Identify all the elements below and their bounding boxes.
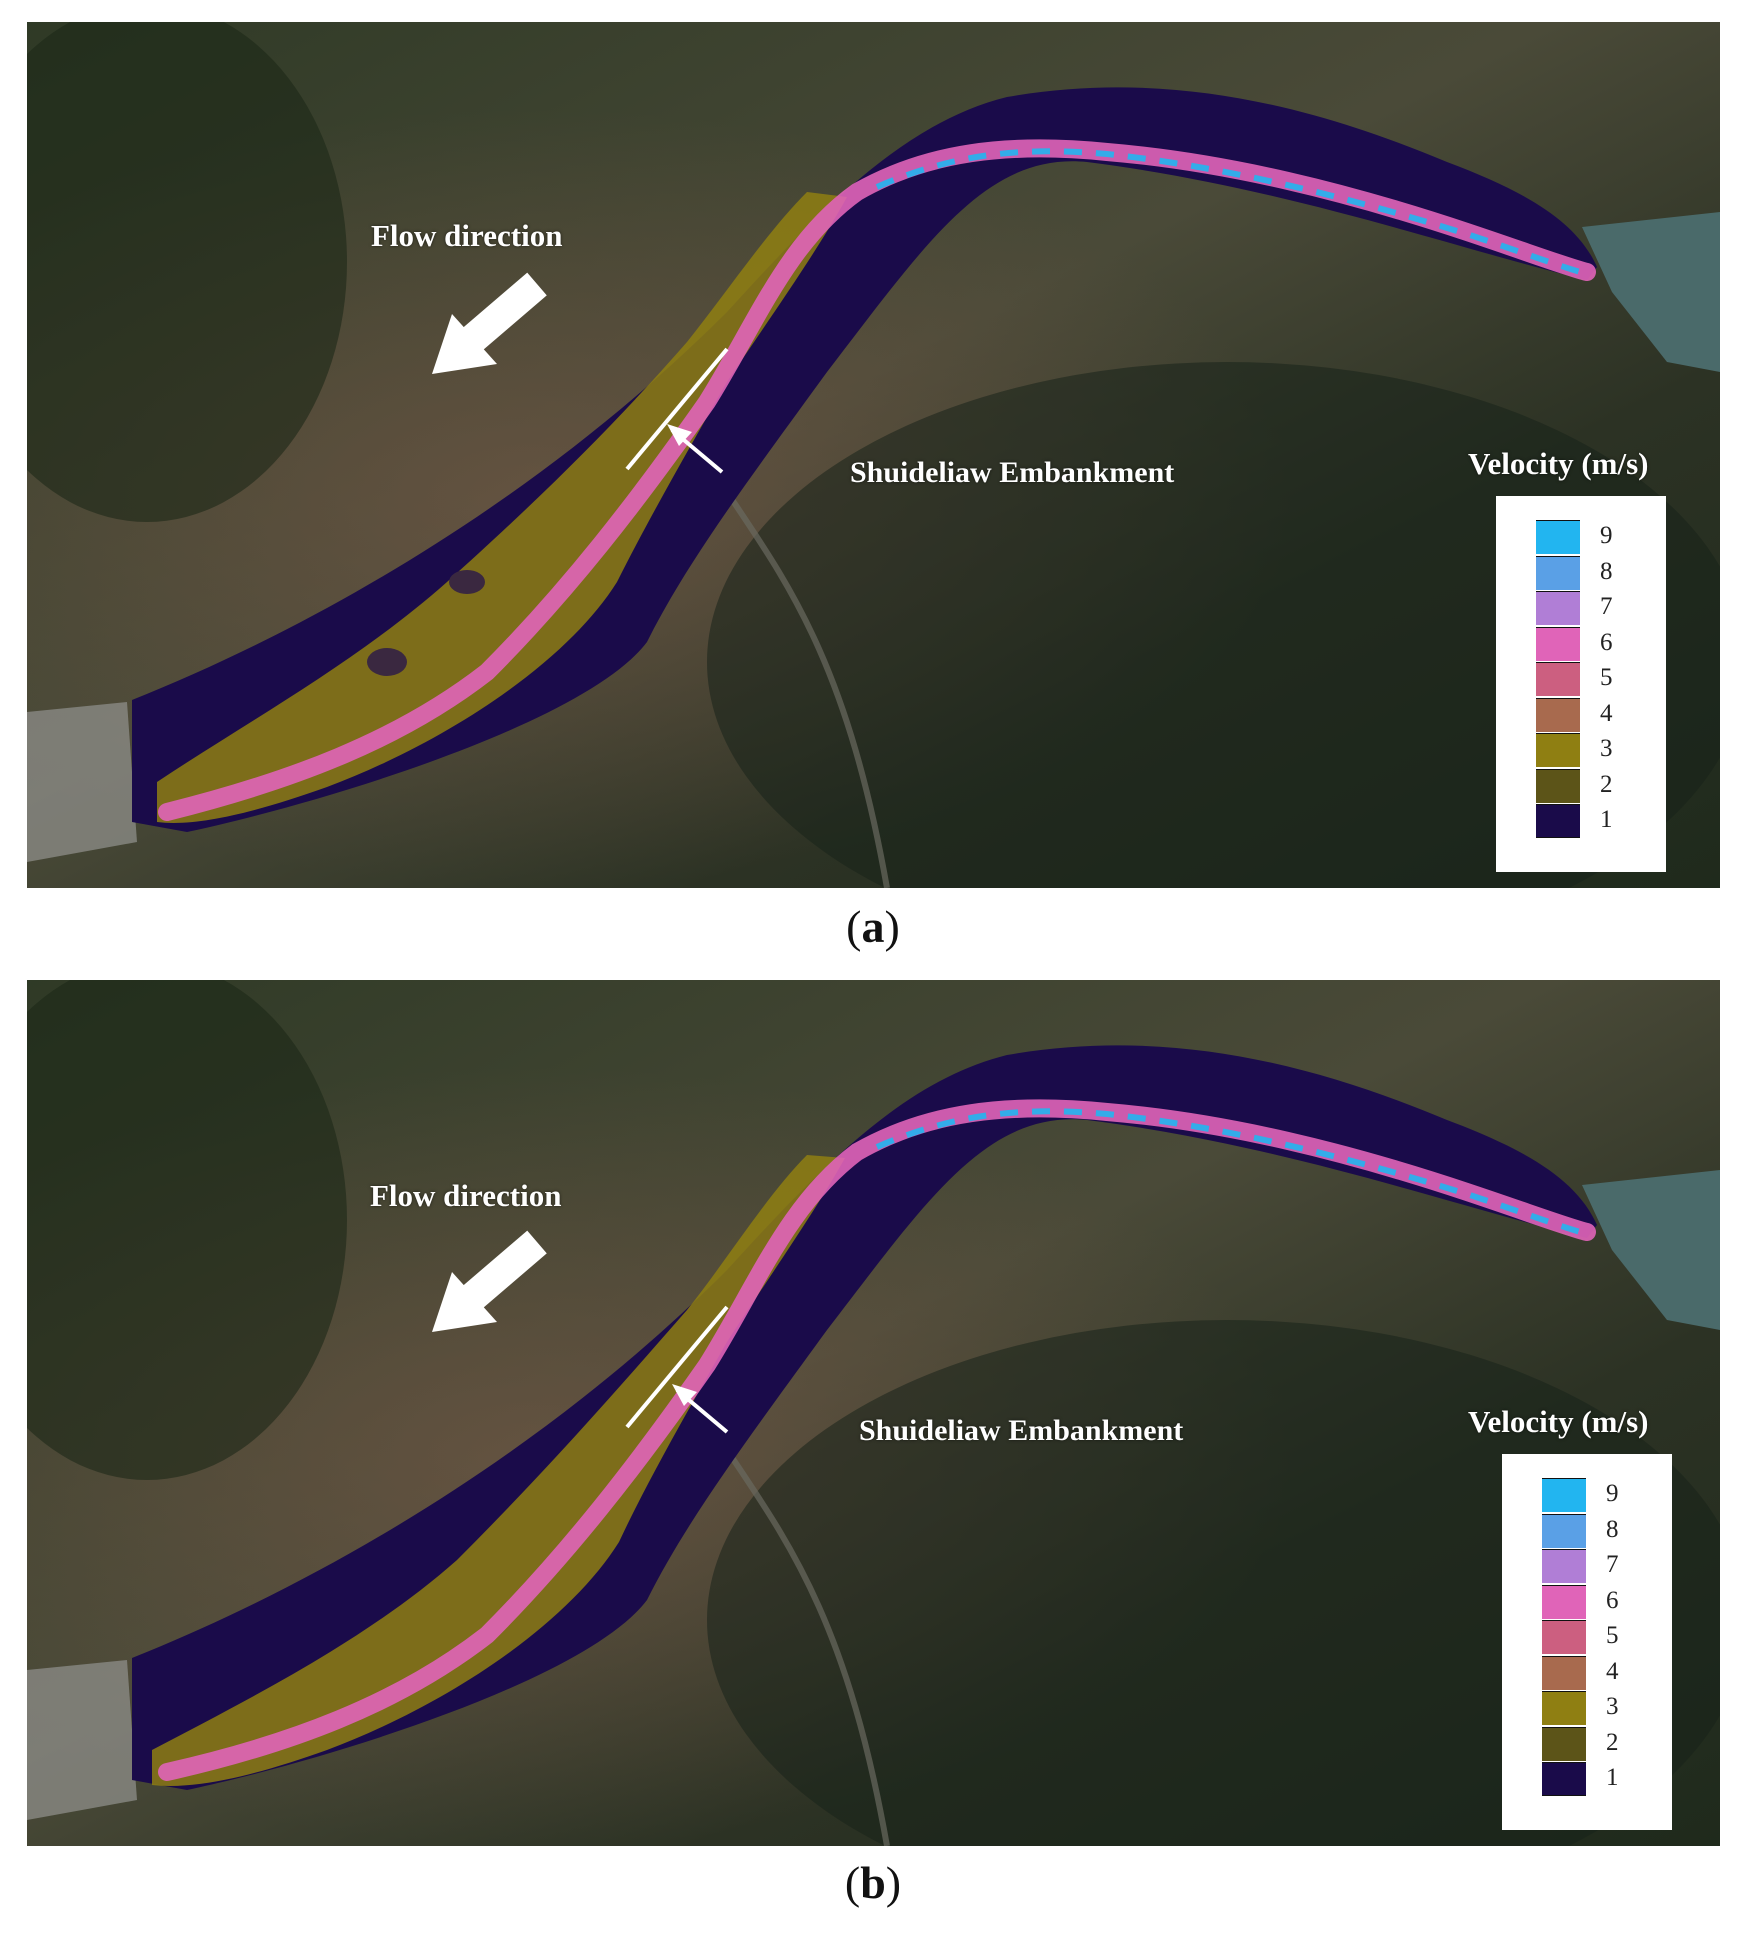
legend-value: 3 [1600, 735, 1613, 762]
legend-swatch [1542, 1655, 1586, 1690]
bay-water [1582, 1170, 1720, 1330]
legend-item: 8 [1542, 1513, 1662, 1548]
legend-value: 5 [1606, 1622, 1619, 1649]
legend-swatch [1536, 733, 1580, 767]
legend-value: 1 [1600, 806, 1613, 833]
legend-swatch [1542, 1584, 1586, 1619]
legend-value: 7 [1600, 593, 1613, 620]
legend-value: 5 [1600, 664, 1613, 691]
legend-swatch [1542, 1762, 1586, 1796]
legend-title: Velocity (m/s) [1468, 1404, 1649, 1439]
legend-item: 9 [1536, 520, 1656, 554]
legend-item: 6 [1542, 1584, 1662, 1619]
caption-a: (a) [846, 901, 900, 952]
legend-swatch [1536, 555, 1580, 590]
high-velocity-core [158, 1099, 1596, 1781]
riverbed-gravel [27, 1660, 137, 1820]
legend-item: 7 [1542, 1549, 1662, 1583]
legend-item: 1 [1542, 1762, 1662, 1796]
legend-item: 3 [1542, 1691, 1662, 1725]
map-panel-a: Flow direction Shuideliaw Embankment Vel… [27, 22, 1720, 888]
flow-direction-arrow [432, 1230, 547, 1332]
legend-item: 2 [1542, 1726, 1662, 1761]
bay-water [1582, 212, 1720, 372]
legend-swatch [1542, 1726, 1586, 1761]
legend-value: 8 [1600, 557, 1613, 585]
legend-swatch [1536, 626, 1580, 661]
legend-title: Velocity (m/s) [1468, 446, 1649, 481]
flow-direction-label: Flow direction [370, 1178, 562, 1213]
velocity-map-a [27, 22, 1720, 888]
legend-item: 7 [1536, 591, 1656, 625]
map-panel-b: Flow direction Shuideliaw Embankment Vel… [27, 980, 1720, 1846]
caption-b: (b) [844, 1857, 902, 1908]
embankment-label: Shuideliaw Embankment [850, 456, 1175, 489]
legend-item: 6 [1536, 626, 1656, 661]
tributary [724, 490, 890, 888]
legend-item: 2 [1536, 768, 1656, 803]
embankment-label: Shuideliaw Embankment [859, 1414, 1184, 1447]
riverbed-gravel [27, 702, 137, 862]
mid-velocity-zone [157, 192, 847, 823]
tributary [724, 1448, 890, 1846]
legend-swatch [1542, 1549, 1586, 1583]
legend-swatch [1542, 1620, 1586, 1654]
legend-swatch [1536, 662, 1580, 696]
caption-letter: b [860, 1857, 886, 1908]
embankment-line [625, 1305, 729, 1429]
legend-item: 8 [1536, 555, 1656, 590]
flow-direction-label: Flow direction [371, 218, 563, 253]
legend-swatch [1542, 1513, 1586, 1548]
legend-value: 2 [1600, 770, 1613, 798]
legend-swatch [1536, 768, 1580, 803]
legend-item: 9 [1542, 1478, 1662, 1512]
mountain-shade [707, 362, 1720, 888]
mountain-shade [707, 1320, 1720, 1846]
legend-value: 9 [1606, 1480, 1619, 1507]
flow-direction-arrow [432, 272, 547, 374]
legend-value: 4 [1606, 1657, 1619, 1685]
legend-swatch [1536, 591, 1580, 625]
legend-value: 1 [1606, 1764, 1619, 1791]
embankment-line [625, 347, 729, 471]
legend-item: 5 [1536, 662, 1656, 696]
legend-value: 4 [1600, 699, 1613, 727]
caption-letter: a [861, 901, 885, 952]
legend-item: 4 [1536, 697, 1656, 732]
legend-item: 3 [1536, 733, 1656, 767]
legend-value: 3 [1606, 1693, 1619, 1720]
legend-value: 2 [1606, 1728, 1619, 1756]
legend-item: 4 [1542, 1655, 1662, 1690]
velocity-legend: 9 8 7 6 5 4 3 2 1 [1496, 496, 1666, 872]
legend-value: 6 [1606, 1586, 1619, 1614]
legend-value: 7 [1606, 1551, 1619, 1578]
legend-item: 5 [1542, 1620, 1662, 1654]
velocity-map-b [27, 980, 1720, 1846]
legend-value: 6 [1600, 628, 1613, 656]
legend-swatch [1542, 1691, 1586, 1725]
legend-swatch [1542, 1478, 1586, 1512]
legend-value: 8 [1606, 1515, 1619, 1543]
legend-swatch [1536, 697, 1580, 732]
mid-velocity-zone [152, 1155, 845, 1786]
legend-value: 9 [1600, 522, 1613, 549]
high-velocity-core [158, 139, 1596, 821]
legend-swatch [1536, 804, 1580, 838]
velocity-legend: 9 8 7 6 5 4 3 2 1 [1502, 1454, 1672, 1830]
legend-item: 1 [1536, 804, 1656, 838]
legend-swatch [1536, 520, 1580, 554]
